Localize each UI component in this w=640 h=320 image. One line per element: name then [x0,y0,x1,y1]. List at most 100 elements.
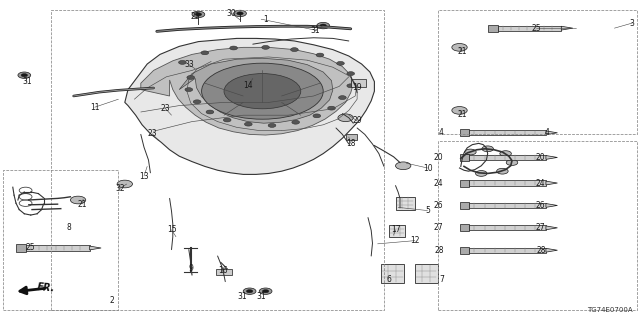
Text: 15: 15 [166,225,177,234]
Text: 32: 32 [115,184,125,193]
Text: 16: 16 [218,266,228,275]
Text: 21: 21 [77,200,86,209]
Polygon shape [179,58,333,123]
Polygon shape [216,269,232,275]
Polygon shape [415,264,438,283]
Text: 27: 27 [434,223,444,232]
Text: 27: 27 [536,223,546,232]
Text: 24: 24 [536,179,546,188]
Polygon shape [381,264,404,283]
Text: 31: 31 [22,77,32,86]
Circle shape [237,12,243,15]
Circle shape [500,151,511,156]
Circle shape [313,114,321,118]
Text: 20: 20 [536,153,546,162]
Circle shape [268,124,276,127]
Polygon shape [389,225,405,237]
Text: 28: 28 [434,246,444,255]
Circle shape [316,53,324,57]
Text: 31: 31 [310,26,320,35]
Circle shape [506,160,518,165]
Polygon shape [460,129,469,136]
Ellipse shape [202,63,323,119]
Circle shape [179,60,186,64]
Polygon shape [141,47,353,135]
Text: 22: 22 [191,12,200,21]
Circle shape [244,122,252,126]
Text: 25: 25 [531,24,541,33]
Polygon shape [460,180,469,187]
Circle shape [21,74,28,77]
Polygon shape [396,197,415,210]
Polygon shape [546,226,557,230]
Circle shape [223,118,231,122]
Polygon shape [351,81,364,86]
Circle shape [338,114,353,122]
Polygon shape [469,225,546,230]
Polygon shape [346,134,357,140]
Circle shape [320,24,326,27]
Text: 26: 26 [536,201,546,210]
Circle shape [317,22,330,29]
Text: 26: 26 [434,201,444,210]
Polygon shape [469,203,546,208]
Polygon shape [460,202,469,209]
Text: 19: 19 [352,83,362,92]
Text: FR.: FR. [37,282,56,294]
Text: 24: 24 [434,179,444,188]
Circle shape [292,120,300,124]
Polygon shape [460,154,469,161]
Text: 21: 21 [458,47,467,56]
Circle shape [328,106,335,110]
Circle shape [497,168,508,174]
Circle shape [185,88,193,92]
Text: 5: 5 [425,206,430,215]
Text: 20: 20 [434,153,444,162]
Text: 23: 23 [147,129,157,138]
Text: 18: 18 [346,139,355,148]
Circle shape [243,288,256,294]
Text: 17: 17 [390,225,401,234]
Circle shape [70,196,86,204]
Text: 11: 11 [90,103,99,112]
Polygon shape [497,26,561,31]
Polygon shape [546,181,557,185]
Text: 23: 23 [160,104,170,113]
Text: 4: 4 [545,128,550,137]
Circle shape [195,13,202,16]
Polygon shape [351,79,366,87]
Circle shape [347,84,355,88]
Circle shape [187,76,195,79]
Circle shape [476,171,487,176]
Text: TG74E0700A: TG74E0700A [587,307,632,313]
Text: 25: 25 [26,244,36,252]
Text: 33: 33 [184,60,194,69]
Polygon shape [546,248,557,252]
Circle shape [192,11,205,18]
Polygon shape [460,247,469,254]
Circle shape [339,96,346,100]
Polygon shape [26,245,90,251]
Polygon shape [90,246,101,250]
Text: 4: 4 [438,128,444,137]
Text: 31: 31 [237,292,247,301]
Text: 13: 13 [139,172,149,180]
Polygon shape [546,204,557,207]
Circle shape [18,72,31,78]
Circle shape [452,44,467,51]
Text: 31: 31 [256,292,266,301]
Polygon shape [469,130,546,135]
Text: 8: 8 [67,223,72,232]
Text: 3: 3 [630,19,635,28]
Polygon shape [546,131,557,135]
Text: 2: 2 [109,296,115,305]
Text: 30: 30 [227,9,237,18]
Circle shape [246,290,253,293]
Text: 12: 12 [410,236,419,245]
Circle shape [259,288,272,294]
Polygon shape [469,248,546,253]
Ellipse shape [224,74,301,109]
Circle shape [262,45,269,49]
Text: 10: 10 [422,164,433,172]
Circle shape [347,72,355,76]
